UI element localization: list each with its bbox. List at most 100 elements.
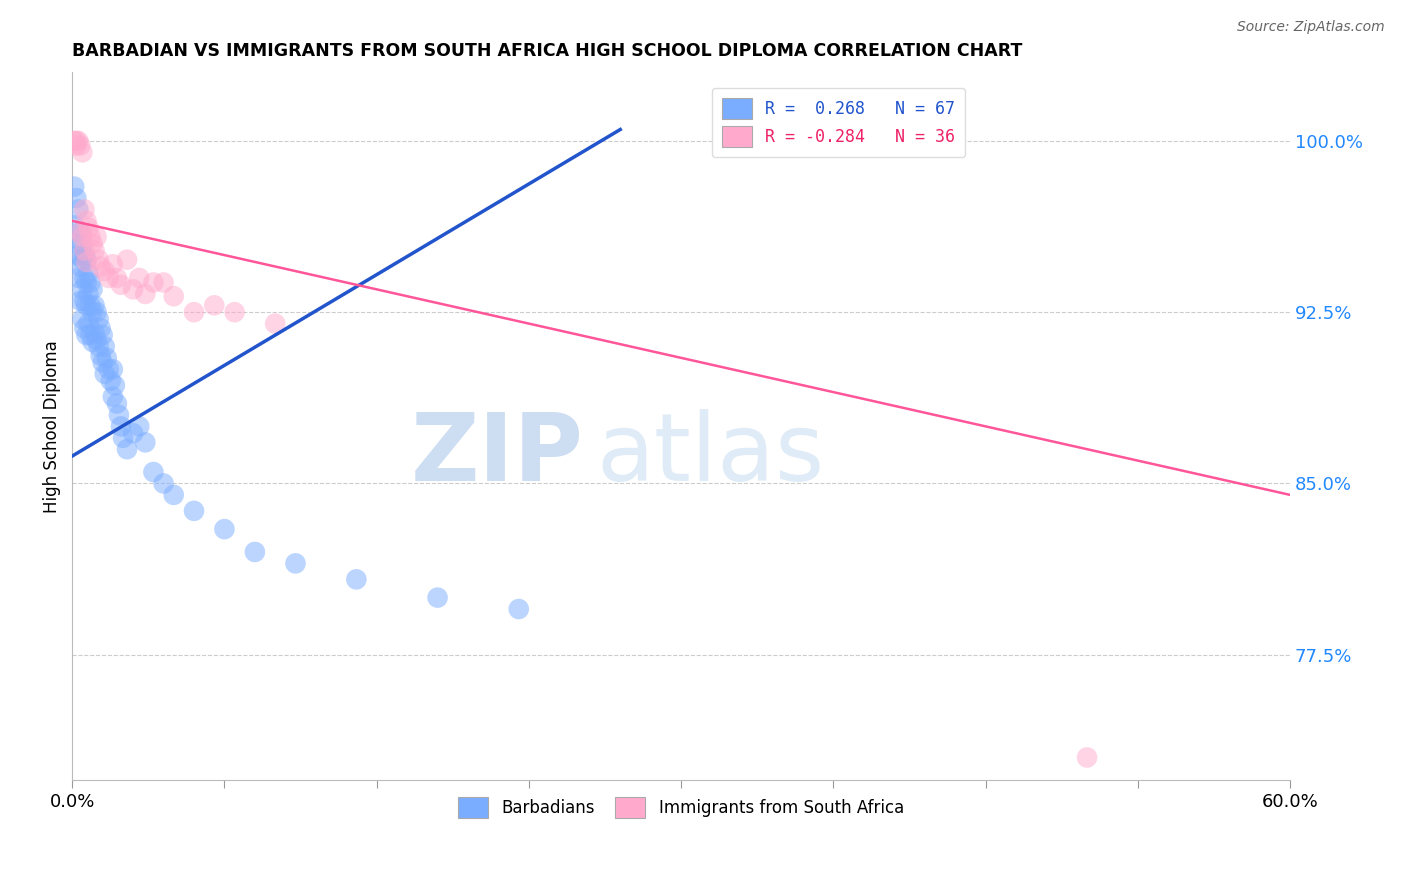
Point — [65, 134, 87, 148]
Point — [73, 202, 96, 217]
Point — [79, 328, 101, 343]
Point — [83, 244, 105, 258]
Point — [134, 287, 156, 301]
Point — [152, 276, 174, 290]
Point — [96, 351, 118, 365]
Point — [122, 282, 145, 296]
Point — [77, 287, 100, 301]
Point — [101, 390, 124, 404]
Point — [82, 305, 104, 319]
Point — [110, 419, 132, 434]
Point — [93, 339, 115, 353]
Point — [69, 138, 91, 153]
Point — [69, 293, 91, 308]
Point — [202, 298, 225, 312]
Point — [75, 255, 97, 269]
Point — [65, 236, 87, 251]
Point — [63, 219, 86, 233]
Point — [69, 225, 91, 239]
Point — [90, 260, 112, 274]
Point — [100, 374, 122, 388]
Point — [75, 328, 97, 343]
Point — [93, 367, 115, 381]
Point — [83, 326, 105, 340]
Point — [77, 266, 100, 280]
Point — [67, 134, 90, 148]
Point — [72, 145, 94, 160]
Point — [105, 271, 128, 285]
Point — [77, 317, 100, 331]
Point — [75, 214, 97, 228]
Point — [82, 282, 104, 296]
Point — [77, 220, 100, 235]
Point — [115, 442, 138, 457]
Point — [72, 230, 94, 244]
Point — [75, 276, 97, 290]
Point — [152, 476, 174, 491]
Point — [264, 317, 287, 331]
Point — [91, 328, 114, 343]
Legend: Barbadians, Immigrants from South Africa: Barbadians, Immigrants from South Africa — [451, 790, 911, 825]
Point — [79, 230, 101, 244]
Point — [86, 333, 108, 347]
Point — [75, 252, 97, 267]
Point — [65, 138, 87, 153]
Point — [72, 312, 94, 326]
Point — [82, 236, 104, 251]
Point — [91, 355, 114, 369]
Point — [122, 426, 145, 441]
Point — [224, 305, 246, 319]
Point — [87, 339, 110, 353]
Point — [79, 298, 101, 312]
Point — [142, 276, 165, 290]
Point — [108, 408, 131, 422]
Point — [82, 334, 104, 349]
Point — [69, 225, 91, 239]
Point — [73, 271, 96, 285]
Point — [73, 244, 96, 258]
Point — [111, 431, 134, 445]
Point — [73, 321, 96, 335]
Point — [72, 236, 94, 251]
Point — [72, 252, 94, 267]
Point — [67, 248, 90, 262]
Point — [110, 277, 132, 292]
Point — [104, 378, 127, 392]
Point — [105, 396, 128, 410]
Point — [284, 557, 307, 571]
Point — [183, 504, 205, 518]
Point — [90, 321, 112, 335]
Point — [67, 271, 90, 285]
Point — [73, 248, 96, 262]
Point — [87, 312, 110, 326]
Y-axis label: High School Diploma: High School Diploma — [44, 340, 60, 513]
Point — [128, 271, 150, 285]
Point — [75, 298, 97, 312]
Point — [101, 362, 124, 376]
Point — [83, 298, 105, 312]
Point — [426, 591, 449, 605]
Text: ZIP: ZIP — [411, 409, 583, 500]
Point — [87, 252, 110, 267]
Point — [86, 230, 108, 244]
Point — [73, 293, 96, 308]
Point — [97, 362, 120, 376]
Point — [97, 271, 120, 285]
Point — [90, 349, 112, 363]
Point — [65, 191, 87, 205]
Point — [163, 289, 186, 303]
Point — [142, 465, 165, 479]
Point — [72, 282, 94, 296]
Point — [134, 435, 156, 450]
Point — [344, 573, 367, 587]
Point — [508, 602, 530, 616]
Point — [67, 202, 90, 217]
Point — [79, 276, 101, 290]
Point — [115, 252, 138, 267]
Point — [86, 305, 108, 319]
Point — [128, 419, 150, 434]
Text: atlas: atlas — [596, 409, 824, 500]
Point — [69, 260, 91, 274]
Point — [163, 488, 186, 502]
Point — [243, 545, 266, 559]
